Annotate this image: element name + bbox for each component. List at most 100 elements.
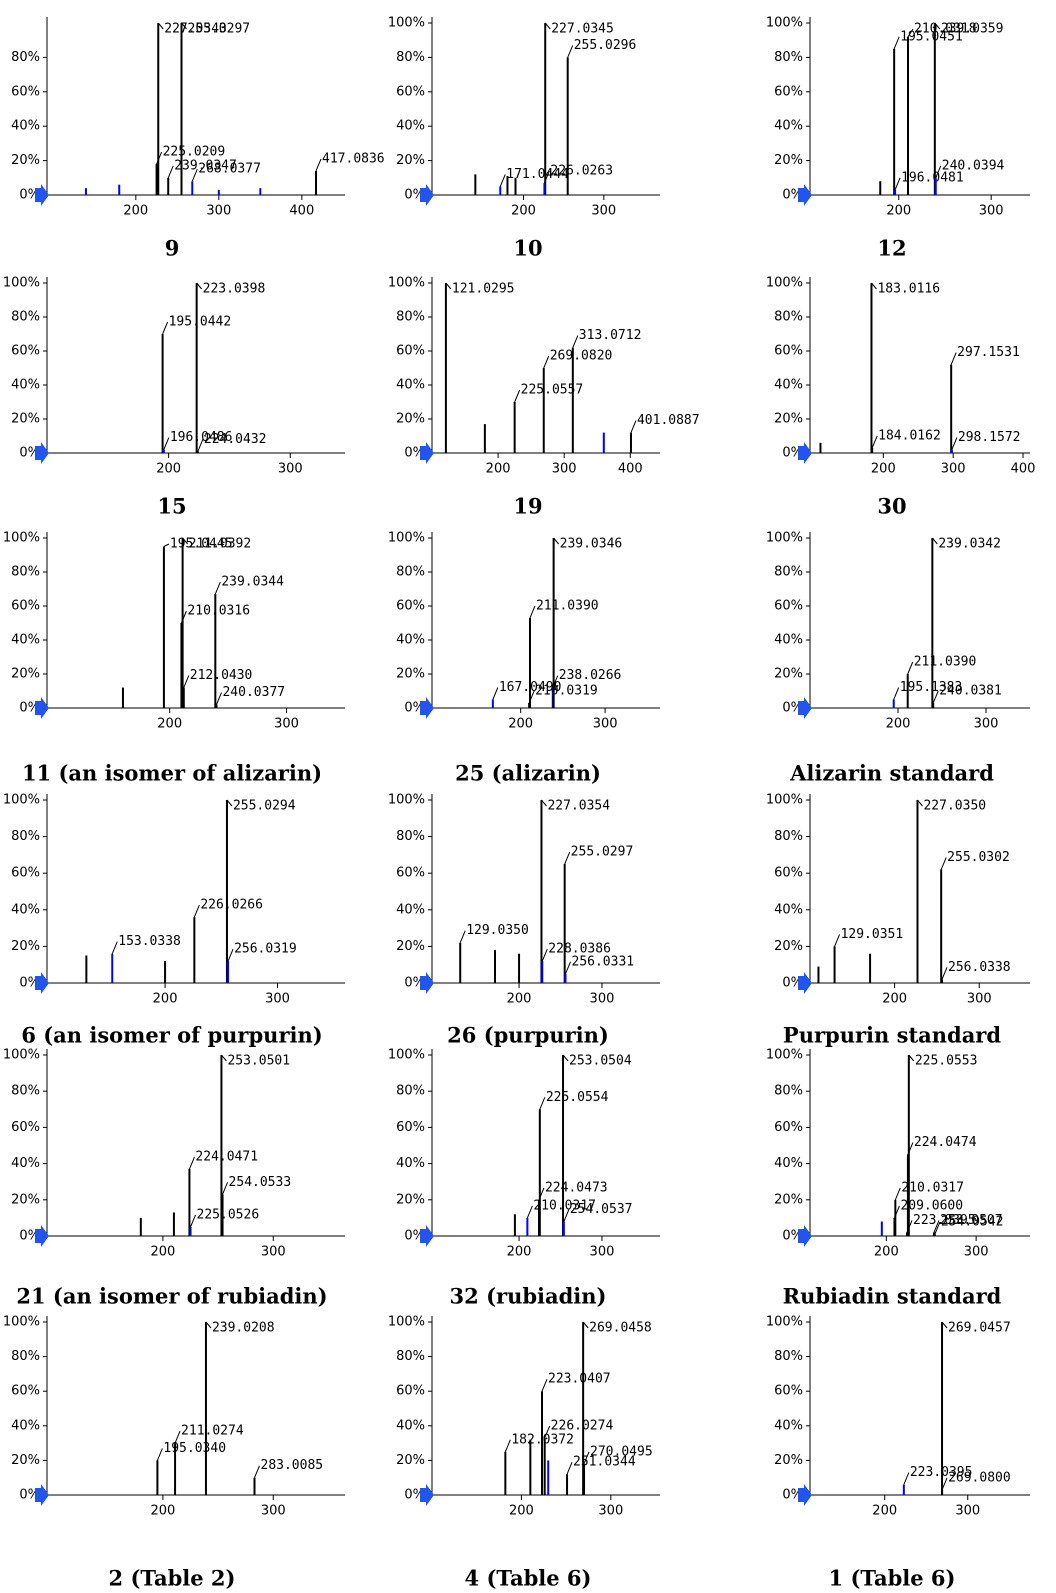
- peak-label: 240.0381: [939, 683, 1002, 698]
- label-leader: [567, 45, 574, 58]
- peak-label: 225.0553: [915, 1054, 978, 1069]
- y-tick-label: 20%: [11, 939, 40, 954]
- y-tick-label: 40%: [396, 1418, 425, 1433]
- origin-arrow: [35, 184, 49, 206]
- peak-label: 253.0501: [227, 1054, 290, 1069]
- panel-caption: 9: [165, 236, 180, 261]
- peak-label: 195.0445: [170, 537, 233, 552]
- panel-caption: 32 (rubiadin): [450, 1284, 607, 1309]
- y-tick-label: 60%: [774, 866, 803, 881]
- y-tick-label: 40%: [396, 119, 425, 134]
- origin-arrow: [798, 1484, 812, 1506]
- label-leader: [565, 961, 571, 975]
- peak-label: 227.0345: [551, 22, 614, 37]
- y-tick-label: 80%: [11, 1084, 40, 1099]
- y-tick-label: 40%: [396, 1156, 425, 1171]
- x-tick-label: 300: [590, 1245, 615, 1260]
- label-leader: [582, 1321, 589, 1329]
- peak-label: 211.0392: [189, 537, 252, 552]
- y-tick-label: 40%: [774, 378, 803, 393]
- y-tick-label: 40%: [11, 378, 40, 393]
- label-leader: [544, 22, 551, 30]
- label-leader: [903, 1472, 910, 1485]
- y-tick-label: 20%: [396, 412, 425, 427]
- x-tick-label: 200: [156, 462, 181, 477]
- y-tick-label: 100%: [766, 276, 803, 291]
- peak-label: 269.0800: [948, 1470, 1011, 1485]
- origin-arrow: [35, 1484, 49, 1506]
- y-tick-label: 20%: [774, 1192, 803, 1207]
- peak-label: 269.0820: [550, 349, 613, 364]
- peak-label: 210.0317: [901, 1180, 964, 1195]
- x-tick-label: 300: [261, 1504, 286, 1519]
- label-leader: [157, 22, 164, 30]
- peak-label: 121.0295: [452, 282, 515, 297]
- panel-caption: 2 (Table 2): [109, 1566, 236, 1591]
- y-tick-label: 60%: [11, 1120, 40, 1135]
- x-tick-label: 300: [265, 992, 290, 1007]
- peak-label: 223.0395: [913, 1213, 976, 1228]
- peak-label: 401.0887: [637, 413, 700, 428]
- label-leader: [181, 22, 187, 30]
- y-tick-label: 20%: [396, 667, 425, 682]
- origin-arrow: [420, 442, 434, 464]
- peak-label: 223.0407: [548, 1372, 611, 1387]
- label-leader: [445, 282, 452, 290]
- y-tick-label: 40%: [11, 902, 40, 917]
- label-leader: [182, 537, 188, 545]
- x-tick-label: 200: [872, 1504, 897, 1519]
- y-tick-label: 60%: [396, 344, 425, 359]
- origin-arrow: [798, 184, 812, 206]
- label-leader: [933, 1220, 940, 1233]
- peak-label: 225.0526: [197, 1207, 260, 1222]
- label-leader: [529, 605, 536, 619]
- peak-label: 268.0377: [198, 162, 261, 177]
- x-tick-label: 300: [593, 717, 618, 732]
- peak-label: 256.0331: [572, 954, 635, 969]
- y-tick-label: 100%: [766, 1315, 803, 1330]
- label-leader: [156, 1448, 163, 1461]
- y-tick-label: 0%: [782, 188, 803, 203]
- y-tick-label: 80%: [11, 829, 40, 844]
- label-leader: [183, 675, 190, 688]
- y-tick-label: 80%: [774, 1349, 803, 1364]
- y-tick-label: 0%: [782, 976, 803, 991]
- peak-label: 239.0342: [938, 537, 1001, 552]
- y-tick-label: 100%: [388, 1315, 425, 1330]
- peak-label: 223.0398: [203, 282, 266, 297]
- peak-label: 212.0430: [190, 668, 253, 683]
- y-tick-label: 0%: [404, 1229, 425, 1244]
- label-leader: [197, 439, 204, 452]
- panel-caption: 30: [877, 494, 906, 519]
- y-tick-label: 100%: [3, 531, 40, 546]
- y-tick-label: 0%: [19, 446, 40, 461]
- label-leader: [543, 355, 550, 369]
- y-tick-label: 40%: [11, 1156, 40, 1171]
- panel-caption: 6 (an isomer of purpurin): [21, 1023, 322, 1048]
- panel-caption: Alizarin standard: [789, 761, 994, 786]
- label-leader: [254, 1465, 260, 1478]
- peak-label: 255.0296: [574, 38, 637, 53]
- peak-label: 255.0297: [187, 22, 250, 37]
- label-leader: [492, 687, 499, 700]
- y-tick-label: 0%: [19, 188, 40, 203]
- peak-label: 269.0457: [948, 1321, 1011, 1336]
- y-tick-label: 80%: [396, 1349, 425, 1364]
- label-leader: [951, 437, 958, 450]
- y-tick-label: 20%: [774, 153, 803, 168]
- label-leader: [226, 799, 233, 807]
- panel-caption: 4 (Table 6): [465, 1566, 592, 1591]
- x-tick-label: 200: [507, 992, 532, 1007]
- label-leader: [630, 420, 637, 433]
- peak-label: 254.0533: [229, 1175, 292, 1190]
- peak-label: 253.0504: [569, 1054, 632, 1069]
- label-leader: [934, 1221, 941, 1235]
- y-tick-label: 100%: [766, 531, 803, 546]
- label-leader: [541, 799, 547, 807]
- label-leader: [163, 543, 170, 547]
- peak-label: 227.0343: [164, 22, 227, 37]
- label-leader: [871, 435, 878, 449]
- y-tick-label: 40%: [774, 1418, 803, 1433]
- origin-arrow: [798, 697, 812, 719]
